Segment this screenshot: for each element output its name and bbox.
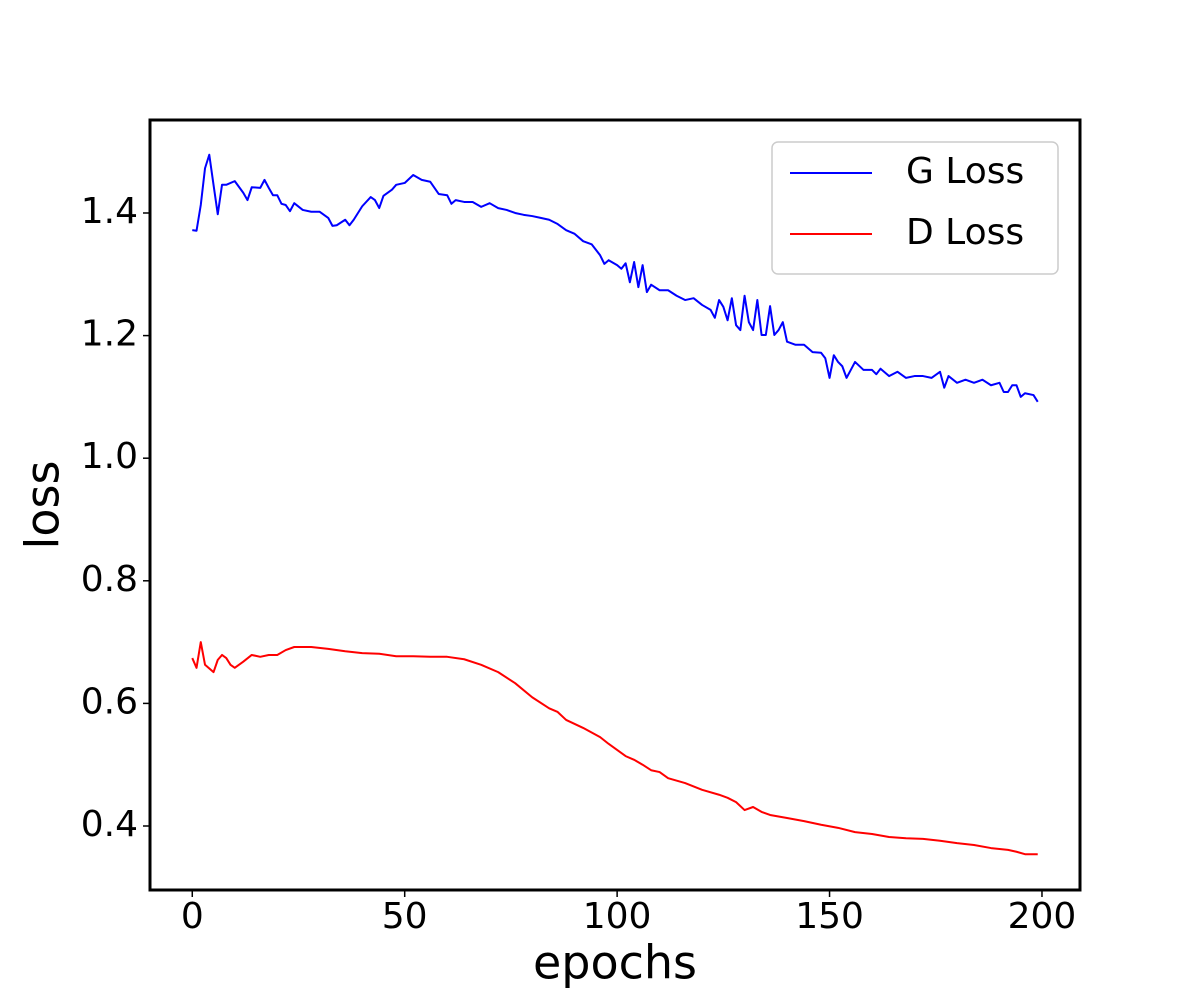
line-series xyxy=(192,153,1039,403)
legend: G Loss D Loss xyxy=(771,141,1059,275)
x-tick-label: 200 xyxy=(1008,896,1077,937)
x-tick-label: 0 xyxy=(181,896,204,937)
x-tick-label: 150 xyxy=(795,896,864,937)
y-tick-label: 0.4 xyxy=(81,804,138,845)
legend-label: D Loss xyxy=(906,212,1024,253)
y-tick-label: 1.2 xyxy=(81,314,138,355)
x-axis-label: epochs xyxy=(533,936,697,990)
y-tick-label: 0.8 xyxy=(81,559,138,600)
legend-box xyxy=(771,141,1059,275)
line-series xyxy=(191,641,1038,856)
x-tick-label: 100 xyxy=(583,896,652,937)
y-tick-label: 1.4 xyxy=(81,191,138,232)
x-tick-label: 50 xyxy=(382,896,428,937)
y-tick-label: 0.6 xyxy=(81,681,138,722)
legend-label: G Loss xyxy=(906,151,1024,192)
y-tick-label: 1.0 xyxy=(81,436,138,477)
y-axis-label: loss xyxy=(16,461,70,550)
plot-frame xyxy=(148,118,1082,892)
